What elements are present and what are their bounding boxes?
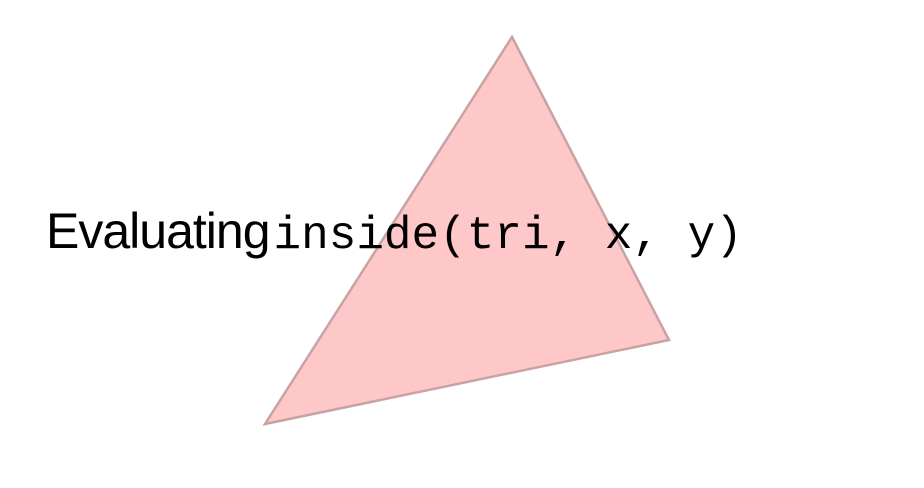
triangle-shape — [262, 34, 671, 426]
caption: Evaluating inside(tri, x, y) — [46, 196, 743, 266]
caption-code: inside(tri, x, y) — [273, 210, 743, 262]
caption-prefix: Evaluating — [46, 203, 270, 259]
